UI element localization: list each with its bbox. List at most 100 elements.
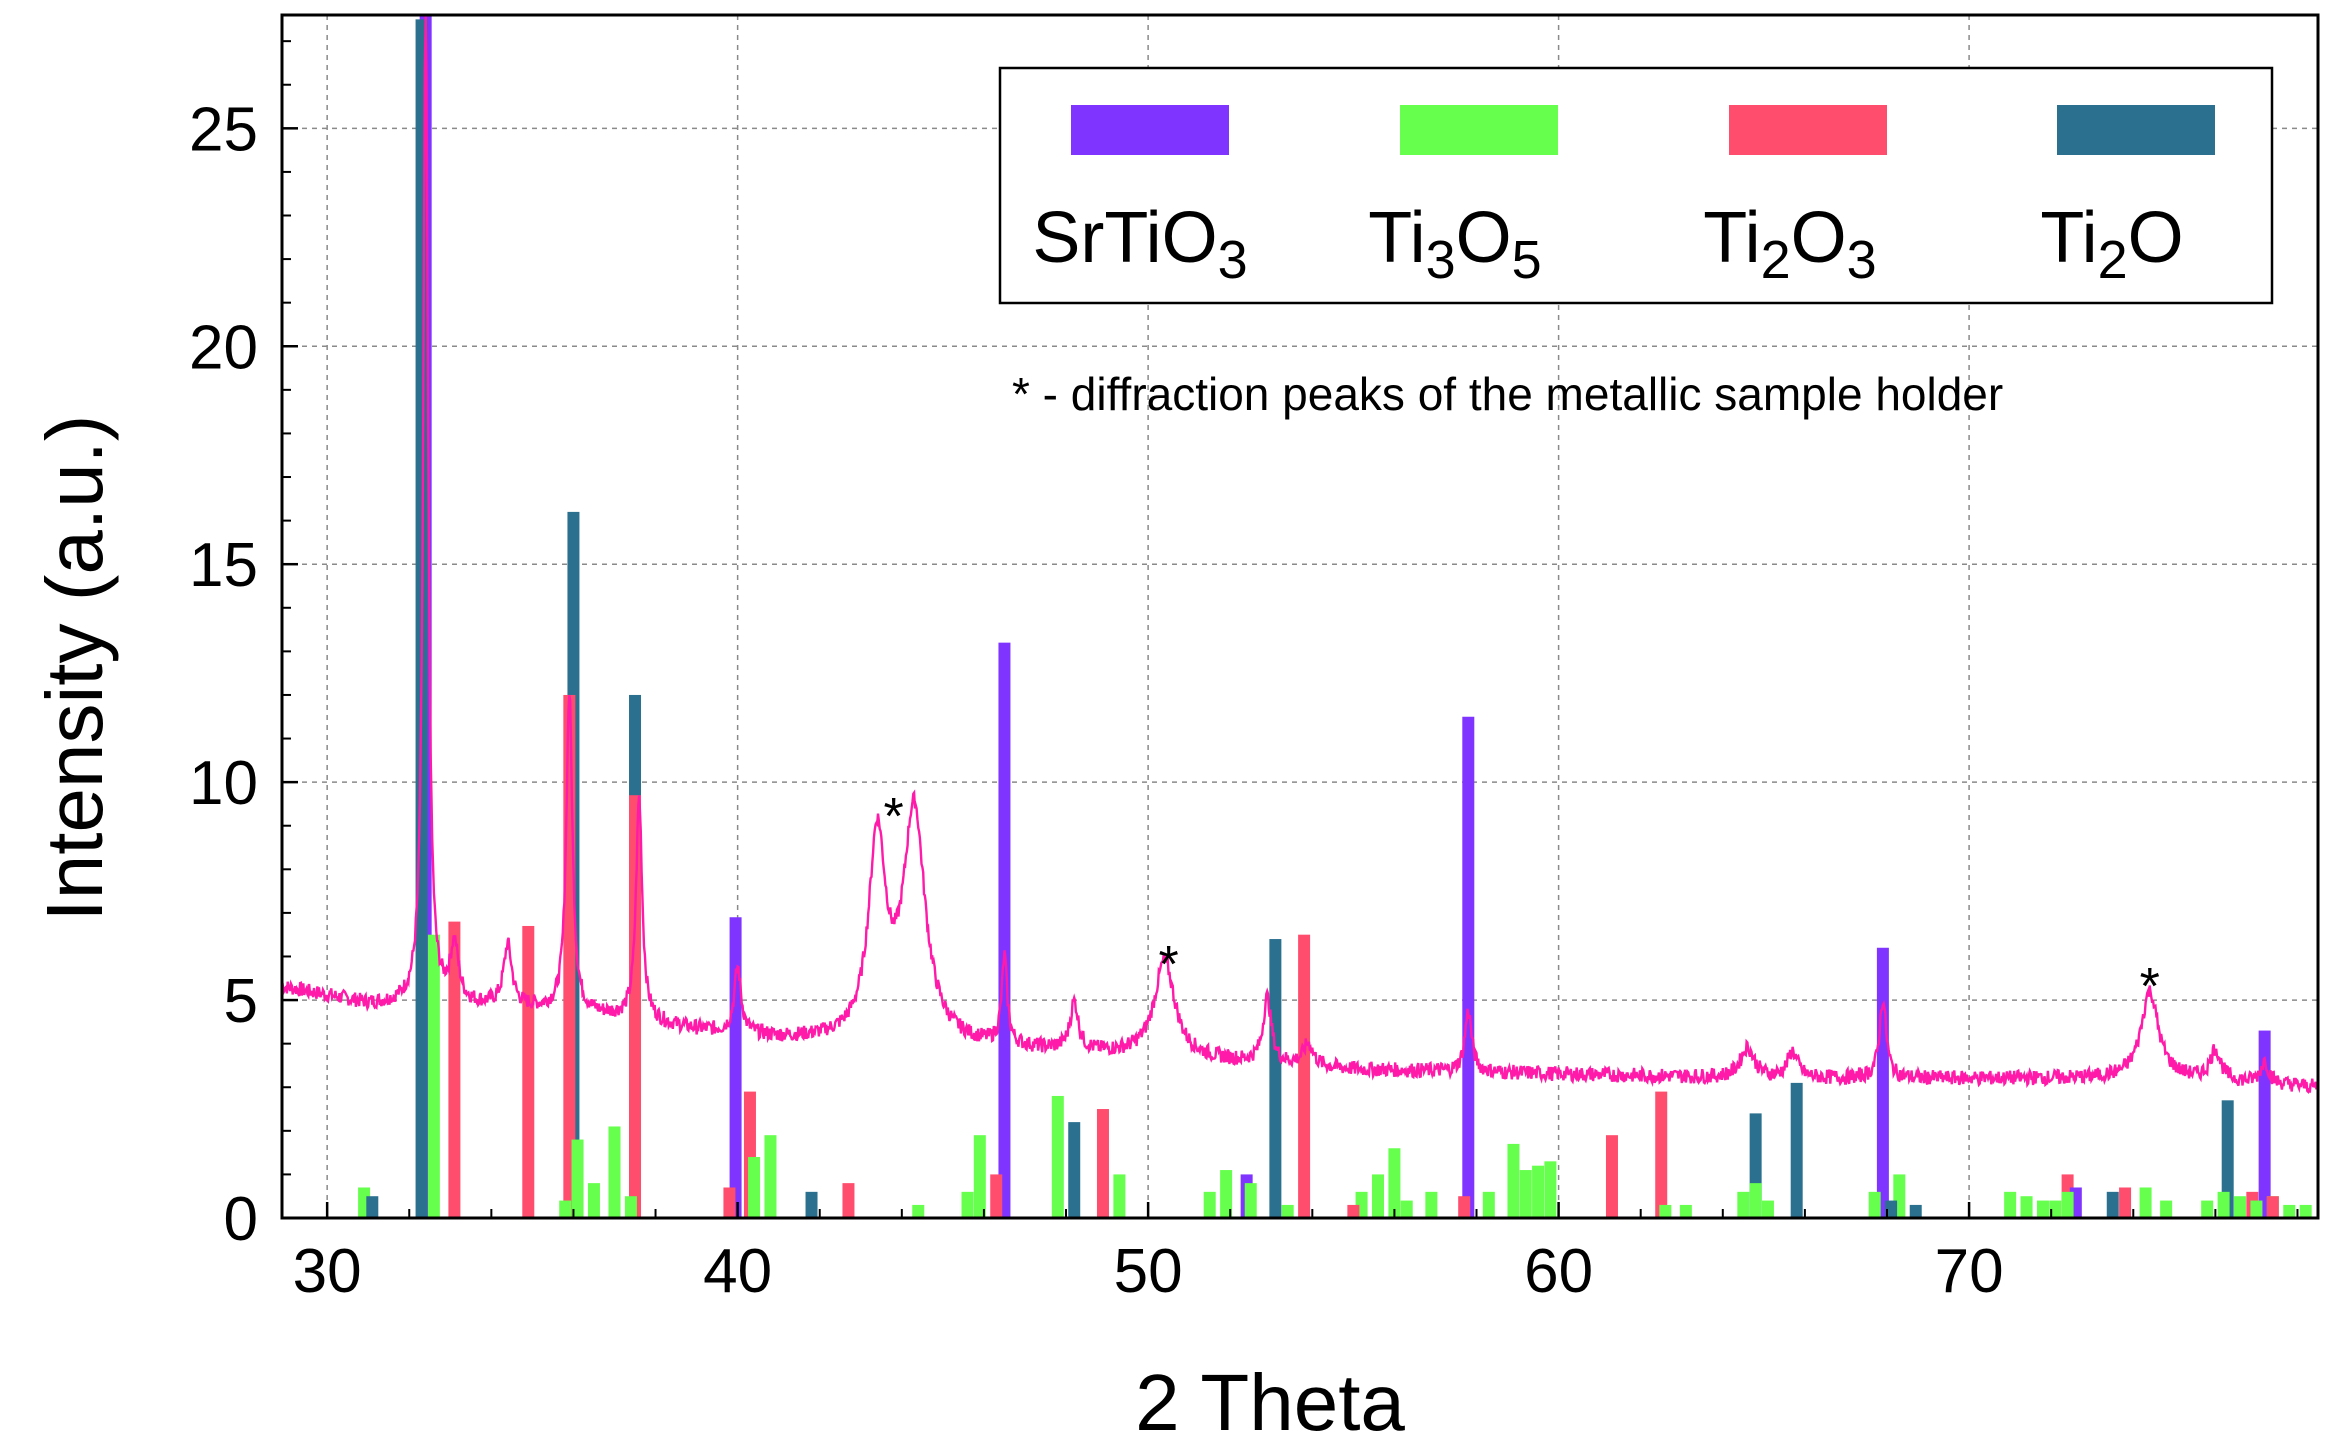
bar-ti2o3 [723, 1187, 736, 1218]
measured-pattern-line [281, 14, 2319, 1095]
bar-ti3o5 [961, 1191, 974, 1218]
bar-ti2o [2221, 1100, 2234, 1218]
bar-ti2o3 [1655, 1091, 1668, 1218]
bar-ti3o5 [1371, 1174, 1384, 1218]
bar-srtio3 [1876, 947, 1889, 1218]
bar-ti3o5 [608, 1126, 621, 1218]
bar-ti3o5 [2139, 1187, 2152, 1218]
sample-holder-annotation: * - diffraction peaks of the metallic sa… [1012, 368, 2003, 420]
bar-ti2o3 [1458, 1196, 1471, 1218]
bar-ti3o5 [1507, 1143, 1520, 1218]
bar-ti2o [366, 1196, 379, 1218]
bar-ti3o5 [1659, 1204, 1672, 1218]
bar-ti2o3 [2119, 1187, 2132, 1218]
y-tick-label: 5 [224, 967, 258, 1036]
bar-ti3o5 [912, 1204, 925, 1218]
bar-ti3o5 [2036, 1200, 2049, 1218]
bar-ti2o [1068, 1122, 1081, 1218]
asterisk-mark: * [883, 788, 903, 846]
axes: 30 40 50 60 70 0 5 10 15 20 25 [189, 40, 2299, 1306]
bar-ti3o5 [1868, 1191, 1881, 1218]
x-axis-label: 2 Theta [1135, 1358, 1405, 1446]
bar-ti2o3 [1347, 1204, 1360, 1218]
legend-swatch-ti3o5 [1400, 105, 1558, 155]
bar-ti2o [805, 1191, 818, 1218]
legend-swatch-srtio3 [1071, 105, 1229, 155]
bar-ti3o5 [624, 1196, 637, 1218]
y-axis-label: Intensity (a.u.) [30, 415, 119, 922]
bar-ti3o5 [1679, 1204, 1692, 1218]
bar-ti3o5 [1051, 1095, 1064, 1218]
bar-ti3o5 [1761, 1200, 1774, 1218]
y-tick-label: 20 [189, 313, 258, 382]
bar-ti2o [1790, 1082, 1803, 1218]
bar-ti3o5 [2250, 1200, 2263, 1218]
bar-ti3o5 [2049, 1200, 2062, 1218]
bar-ti3o5 [764, 1135, 777, 1218]
x-tick-label: 70 [1935, 1237, 2004, 1306]
y-tick-label: 10 [189, 749, 258, 818]
bar-ti3o5 [571, 1139, 584, 1218]
bar-ti2o3 [842, 1183, 855, 1218]
bar-ti3o5 [2004, 1191, 2017, 1218]
plot-frame [280, 13, 2320, 1220]
x-tick-label: 60 [1524, 1237, 1593, 1306]
bar-ti3o5 [748, 1156, 761, 1218]
legend-swatch-ti2o3 [1729, 105, 1887, 155]
bar-srtio3 [998, 642, 1011, 1218]
asterisk-marks: * * * [883, 788, 2159, 1016]
asterisk-mark: * [1159, 936, 1179, 994]
bar-ti2o3 [1096, 1109, 1109, 1218]
legend-label-srtio3: SrTiO3 [1032, 198, 1247, 290]
bar-ti2o3 [448, 921, 461, 1218]
legend-label-ti3o5: Ti3O5 [1368, 198, 1541, 290]
bar-ti3o5 [2217, 1191, 2230, 1218]
bar-ti2o [1909, 1204, 1922, 1218]
bar-ti3o5 [1425, 1191, 1438, 1218]
y-tick-label: 0 [224, 1185, 258, 1254]
bar-ti3o5 [1737, 1191, 1750, 1218]
bar-ti2o [2106, 1191, 2119, 1218]
x-tick-label: 40 [703, 1237, 772, 1306]
bar-ti3o5 [2061, 1191, 2074, 1218]
y-tick-label: 25 [189, 95, 258, 164]
bar-ti3o5 [2201, 1200, 2214, 1218]
legend-label-ti2o3: Ti2O3 [1703, 198, 1876, 290]
bar-ti3o5 [2299, 1204, 2312, 1218]
bar-ti3o5 [1281, 1204, 1294, 1218]
bar-ti2o3 [990, 1174, 1003, 1218]
bar-ti3o5 [1544, 1161, 1557, 1218]
x-tick-label: 30 [293, 1237, 362, 1306]
bar-ti2o3 [1605, 1135, 1618, 1218]
bar-ti2o3 [1298, 934, 1311, 1218]
bar-ti3o5 [427, 934, 440, 1218]
bar-ti3o5 [1388, 1148, 1401, 1218]
bar-ti3o5 [1113, 1174, 1126, 1218]
x-tick-label: 50 [1114, 1237, 1183, 1306]
y-tick-label: 15 [189, 531, 258, 600]
bar-ti2o3 [2266, 1196, 2279, 1218]
bar-srtio3 [729, 917, 742, 1218]
legend-label-ti2o: Ti2O [2040, 198, 2183, 290]
bar-ti3o5 [559, 1200, 572, 1218]
bar-ti2o3 [522, 925, 535, 1218]
bar-ti3o5 [2283, 1204, 2296, 1218]
bar-srtio3 [2258, 1030, 2271, 1218]
bar-ti2o [1885, 1200, 1898, 1218]
bar-ti3o5 [1203, 1191, 1216, 1218]
legend-swatch-ti2o [2057, 105, 2215, 155]
bar-srtio3 [1462, 716, 1475, 1218]
bar-ti2o [1269, 939, 1282, 1218]
bar-ti3o5 [587, 1183, 600, 1218]
bar-ti3o5 [2020, 1196, 2033, 1218]
bar-ti3o5 [2234, 1196, 2247, 1218]
bar-ti3o5 [1532, 1165, 1545, 1218]
legend: SrTiO3 Ti3O5 Ti2O3 Ti2O [998, 66, 2274, 305]
bar-ti3o5 [2160, 1200, 2173, 1218]
bar-ti3o5 [1519, 1170, 1532, 1218]
bar-ti3o5 [1749, 1183, 1762, 1218]
bar-ti3o5 [1220, 1170, 1233, 1218]
bar-ti3o5 [1482, 1191, 1495, 1218]
bar-ti3o5 [1244, 1183, 1257, 1218]
